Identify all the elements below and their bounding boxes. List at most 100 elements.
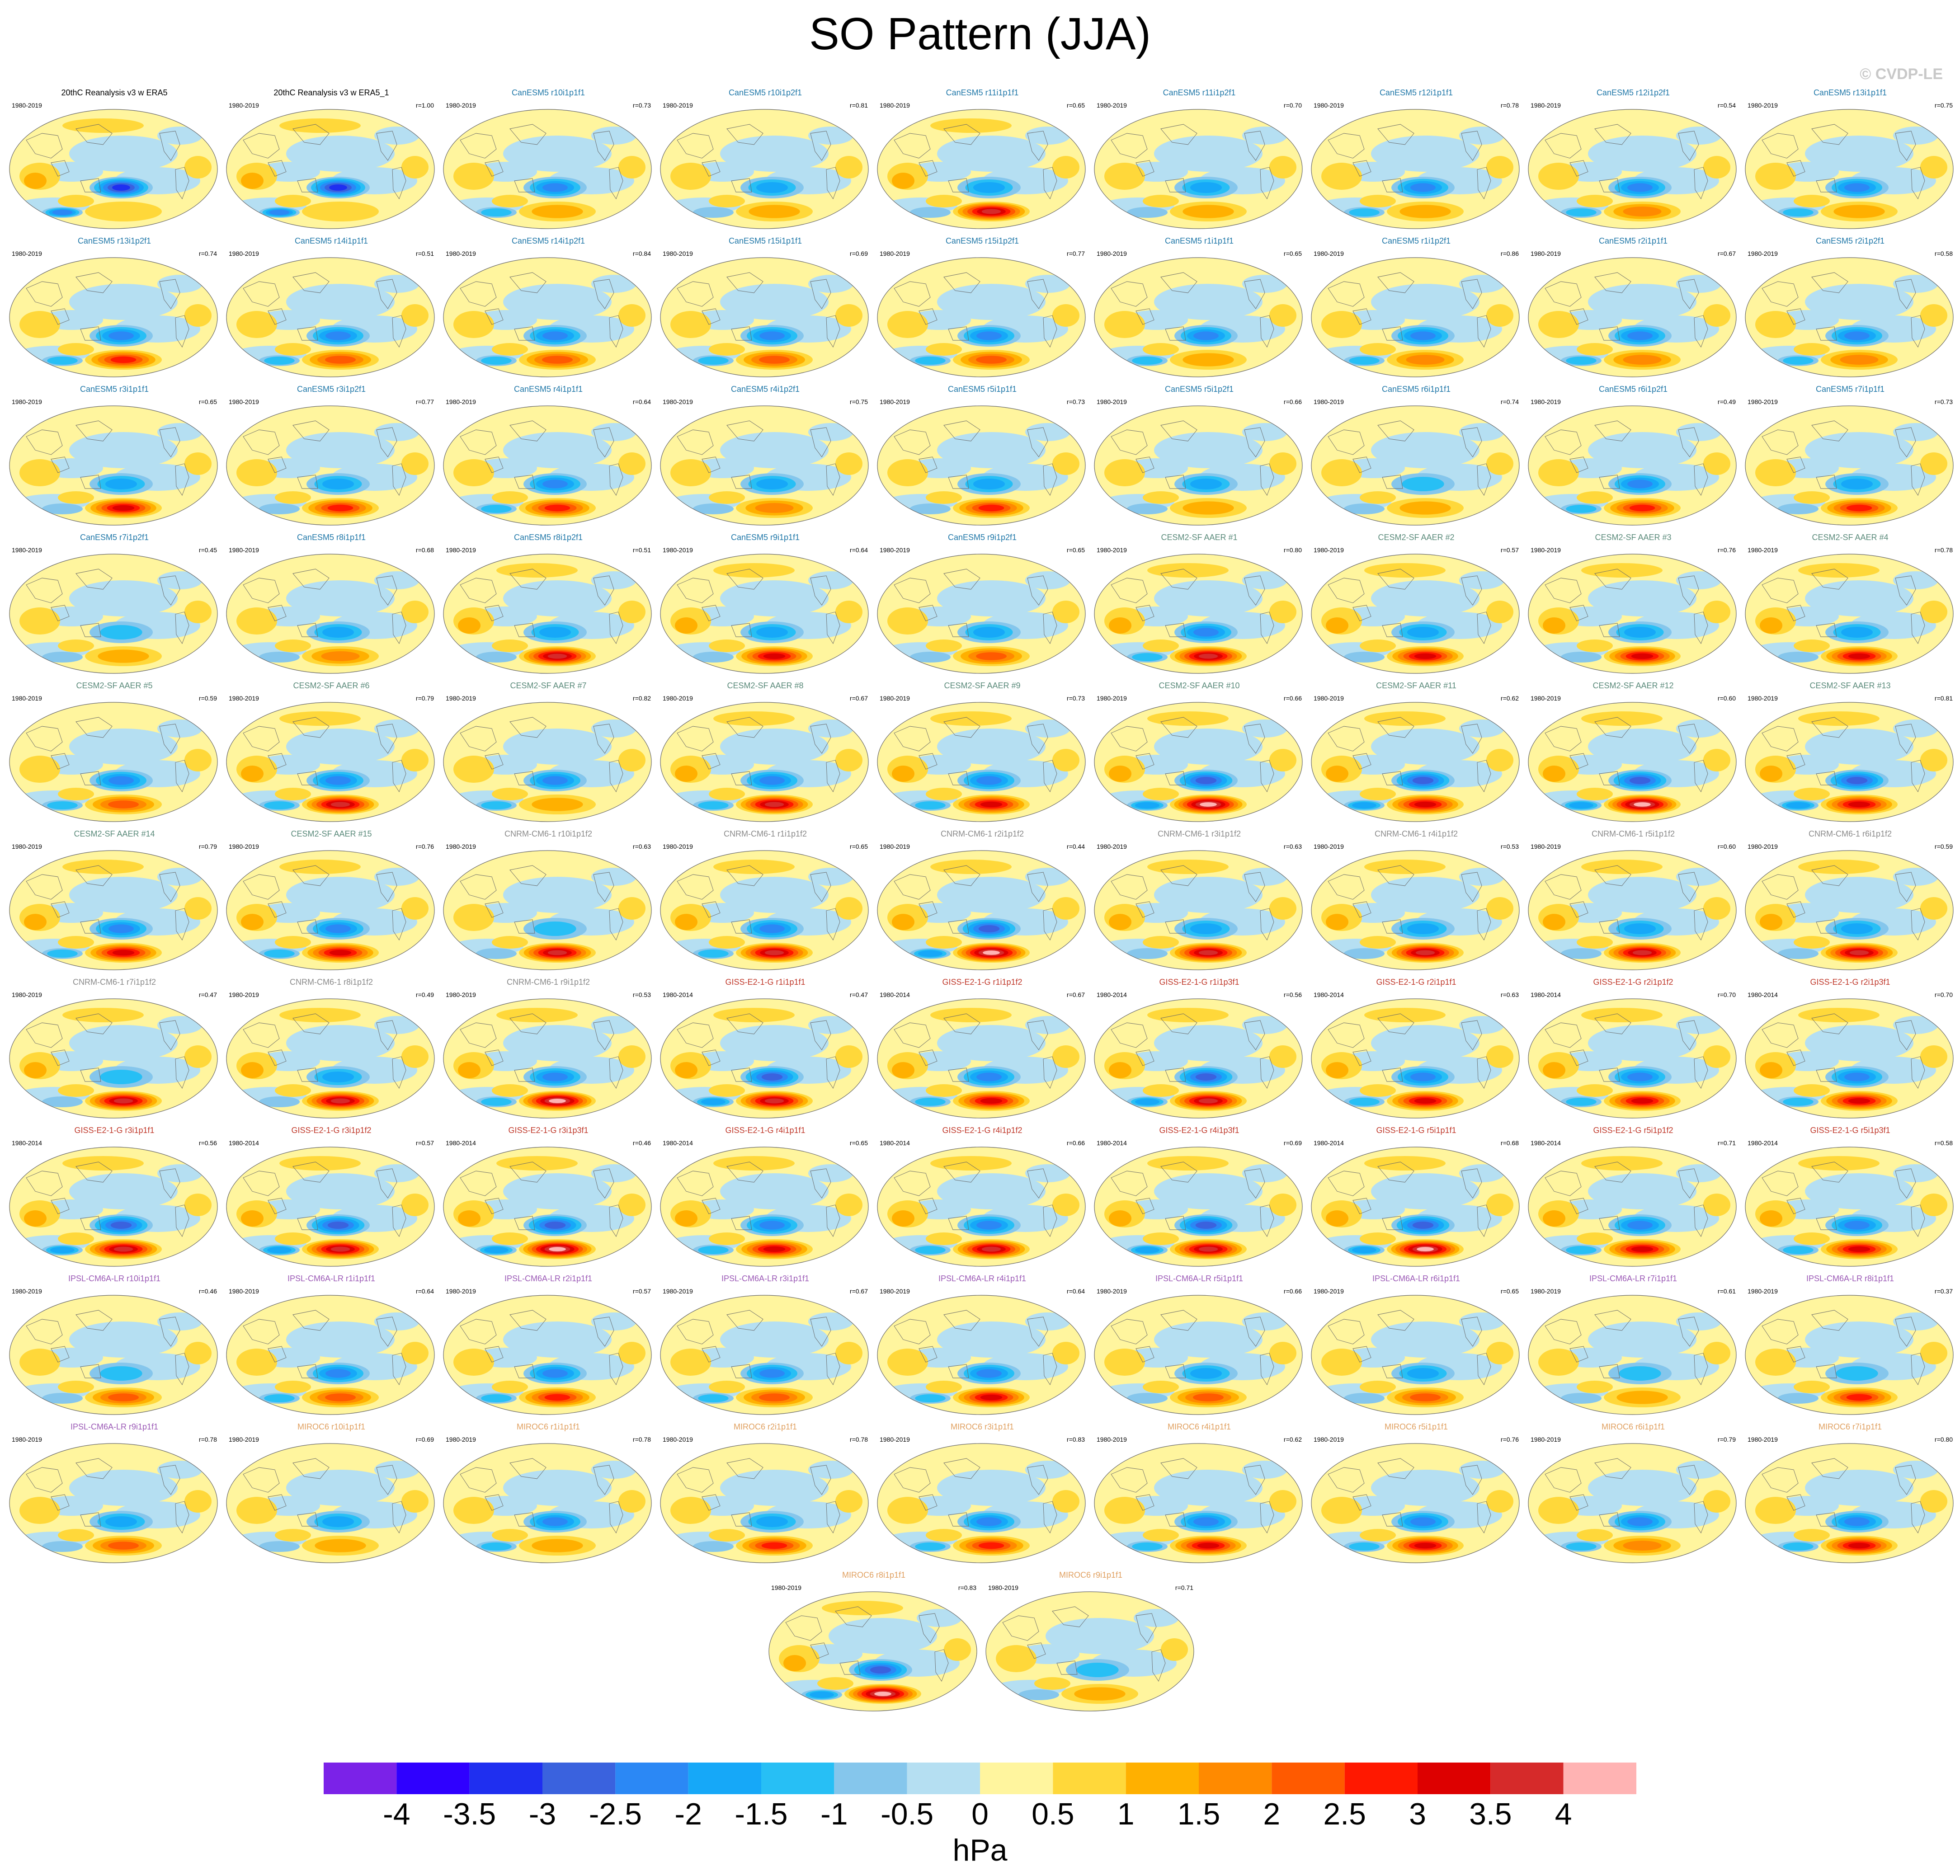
coastline: [376, 724, 397, 754]
pos-region: [453, 1497, 494, 1524]
map-border: [226, 998, 435, 1119]
coastline: [894, 1319, 931, 1345]
neg-region: [1588, 1173, 1696, 1209]
pos-region: [1360, 1381, 1396, 1393]
pos-region: [1486, 304, 1513, 327]
coastline: [1816, 1067, 1837, 1082]
neg-region: [1805, 877, 1913, 913]
coastline: [726, 1458, 763, 1479]
pos-region: [618, 304, 645, 327]
neg-center: [976, 1369, 1002, 1378]
map-border: [443, 109, 652, 229]
panel-correlation: r=0.51: [632, 546, 651, 554]
panel-correlation: r=0.57: [632, 1288, 651, 1295]
coastline: [1027, 724, 1048, 754]
map-border: [1528, 850, 1737, 970]
map-border: [226, 554, 435, 674]
coastline: [1762, 726, 1799, 752]
panel-years: 1980-2014: [12, 1139, 42, 1147]
panel-years: 1980-2019: [1097, 1436, 1127, 1443]
coastline: [514, 1216, 535, 1230]
neg-region: [69, 1173, 178, 1209]
coastline: [392, 908, 406, 940]
map-panel: CanESM5 r2i1p2f1 1980-2019 r=0.58: [1744, 236, 1956, 379]
panel-title: IPSL-CM6A-LR r4i1p1f1: [938, 1274, 1027, 1283]
pos-region: [184, 1045, 212, 1068]
neg-center: [542, 776, 568, 785]
panel-title: CanESM5 r10i1p1f1: [511, 88, 585, 97]
panel-years: 1980-2019: [12, 843, 42, 850]
neg-center: [915, 357, 946, 365]
map-plot: [1094, 1443, 1303, 1563]
pos-region: [19, 607, 60, 635]
coastline: [1694, 611, 1708, 644]
pos-region: [709, 1232, 745, 1245]
pos-region: [24, 1210, 47, 1227]
pos-region: [1052, 156, 1079, 179]
neg-region: [937, 136, 1046, 172]
map-plot: [1745, 405, 1954, 526]
pos-region: [1052, 1490, 1079, 1513]
neg-center: [1132, 357, 1163, 365]
coastline: [1594, 717, 1631, 738]
panel-correlation: r=0.56: [1283, 991, 1302, 998]
map-border: [1745, 702, 1954, 822]
panel-years: 1980-2019: [1314, 695, 1344, 702]
pos-region: [1760, 1062, 1782, 1078]
map-plot: [1311, 850, 1520, 970]
neg-region: [503, 1470, 612, 1506]
coastline: [1027, 1465, 1048, 1495]
coastline: [1027, 575, 1048, 606]
panel-years: 1980-2019: [446, 1436, 476, 1443]
map-panel: IPSL-CM6A-LR r8i1p1f1 1980-2019 r=0.37: [1744, 1274, 1956, 1416]
panel-years: 1980-2014: [880, 1139, 910, 1147]
coastline: [1911, 1501, 1925, 1533]
panel-correlation: r=0.66: [1283, 1288, 1302, 1295]
pos-region: [1798, 711, 1880, 726]
coastline: [1694, 463, 1708, 496]
coastline: [943, 717, 980, 738]
coastline: [80, 1067, 101, 1082]
coastline: [726, 1161, 763, 1183]
coastline: [297, 475, 318, 489]
coastline: [1895, 1020, 1916, 1050]
coastline: [1569, 901, 1588, 918]
map-plot: [226, 405, 435, 526]
pos-region: [892, 1210, 914, 1227]
coastline: [1811, 569, 1848, 590]
map-plot: [660, 554, 869, 674]
pos-center: [759, 1393, 790, 1401]
panel-correlation: r=0.75: [1934, 102, 1953, 109]
coastline: [1260, 1056, 1274, 1089]
coastline: [1461, 279, 1482, 309]
pos-region: [1143, 195, 1179, 207]
pos-region: [1486, 749, 1513, 771]
pos-region: [19, 1497, 60, 1524]
pos-region: [1364, 860, 1446, 874]
map-border: [9, 554, 218, 674]
panel-years: 1980-2019: [12, 102, 42, 109]
coastline: [392, 315, 406, 348]
neg-center: [105, 1516, 137, 1527]
map-panel: GISS-E2-1-G r2i1p3f1 1980-2014 r=0.70: [1744, 978, 1956, 1120]
map-panel: CanESM5 r5i1p1f1 1980-2019 r=0.73: [876, 385, 1088, 527]
pos-region: [275, 1381, 311, 1393]
pos-region: [279, 118, 361, 133]
coastline: [1694, 1353, 1708, 1385]
coastline: [1111, 281, 1148, 307]
map-border: [1745, 257, 1954, 377]
neg-center: [915, 801, 946, 809]
neg-center: [1566, 208, 1597, 216]
neg-center: [325, 924, 351, 933]
map-border: [1745, 1147, 1954, 1267]
neg-region: [1676, 868, 1721, 886]
pos-region: [1109, 766, 1131, 782]
neg-region: [1025, 275, 1070, 293]
map-panel: CanESM5 r10i1p1f1 1980-2019 r=0.73: [442, 88, 655, 230]
coastline: [810, 1168, 831, 1199]
neg-region: [157, 868, 203, 886]
map-border: [443, 702, 652, 822]
panel-years: 1980-2019: [880, 398, 910, 405]
panel-correlation: r=0.64: [849, 546, 868, 554]
neg-center: [1190, 479, 1222, 489]
